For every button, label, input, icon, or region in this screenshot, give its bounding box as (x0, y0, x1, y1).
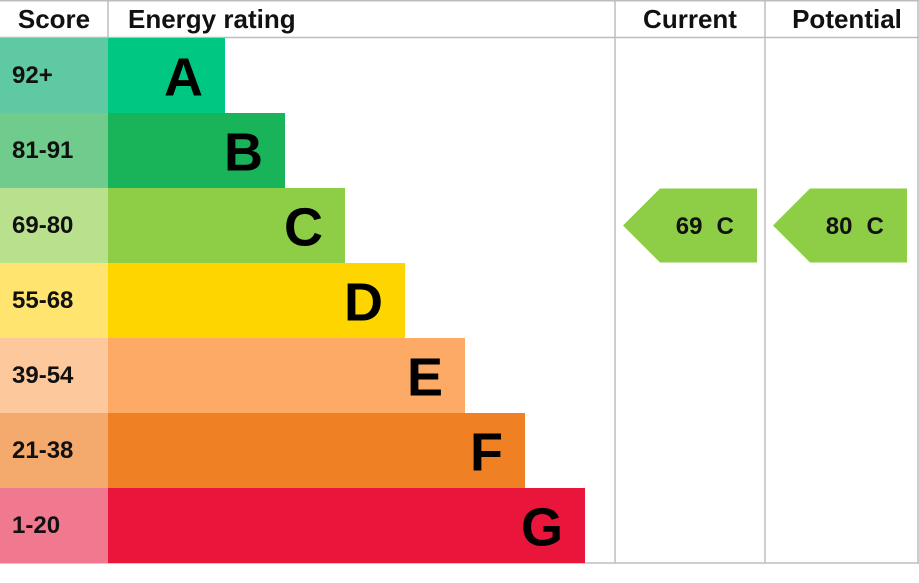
score-cell (0, 488, 108, 563)
rating-letter: F (470, 423, 503, 483)
rating-letter: A (164, 48, 203, 108)
rating-bar (108, 488, 585, 563)
rating-letter: B (224, 123, 263, 183)
rating-letter: G (521, 498, 563, 558)
score-cell (0, 38, 108, 113)
score-range: 1-20 (12, 512, 60, 539)
score-cell (0, 263, 108, 338)
rating-header: Energy rating (128, 4, 296, 34)
current-arrow (623, 188, 757, 263)
potential-arrow (773, 188, 907, 263)
score-range: 55-68 (12, 287, 73, 314)
score-cell (0, 413, 108, 488)
potential-score: 80 (826, 213, 853, 240)
score-range: 92+ (12, 62, 53, 89)
rating-letter: E (407, 348, 443, 408)
score-range: 81-91 (12, 137, 73, 164)
rating-bar (108, 38, 225, 113)
score-cell (0, 188, 108, 263)
rating-bar (108, 413, 525, 488)
current-header: Current (643, 4, 737, 34)
rating-letter: D (344, 273, 383, 333)
rating-bar (108, 188, 345, 263)
score-range: 69-80 (12, 212, 73, 239)
score-cell (0, 113, 108, 188)
current-score: 69 (676, 213, 703, 240)
current-letter: C (717, 213, 734, 240)
score-range: 39-54 (12, 362, 74, 389)
score-header: Score (18, 4, 90, 34)
rating-bar (108, 113, 285, 188)
potential-letter: C (867, 213, 884, 240)
rating-bar (108, 338, 465, 413)
rating-letter: C (284, 198, 323, 258)
potential-header: Potential (792, 4, 902, 34)
score-range: 21-38 (12, 437, 73, 464)
rating-bar (108, 263, 405, 338)
score-cell (0, 338, 108, 413)
